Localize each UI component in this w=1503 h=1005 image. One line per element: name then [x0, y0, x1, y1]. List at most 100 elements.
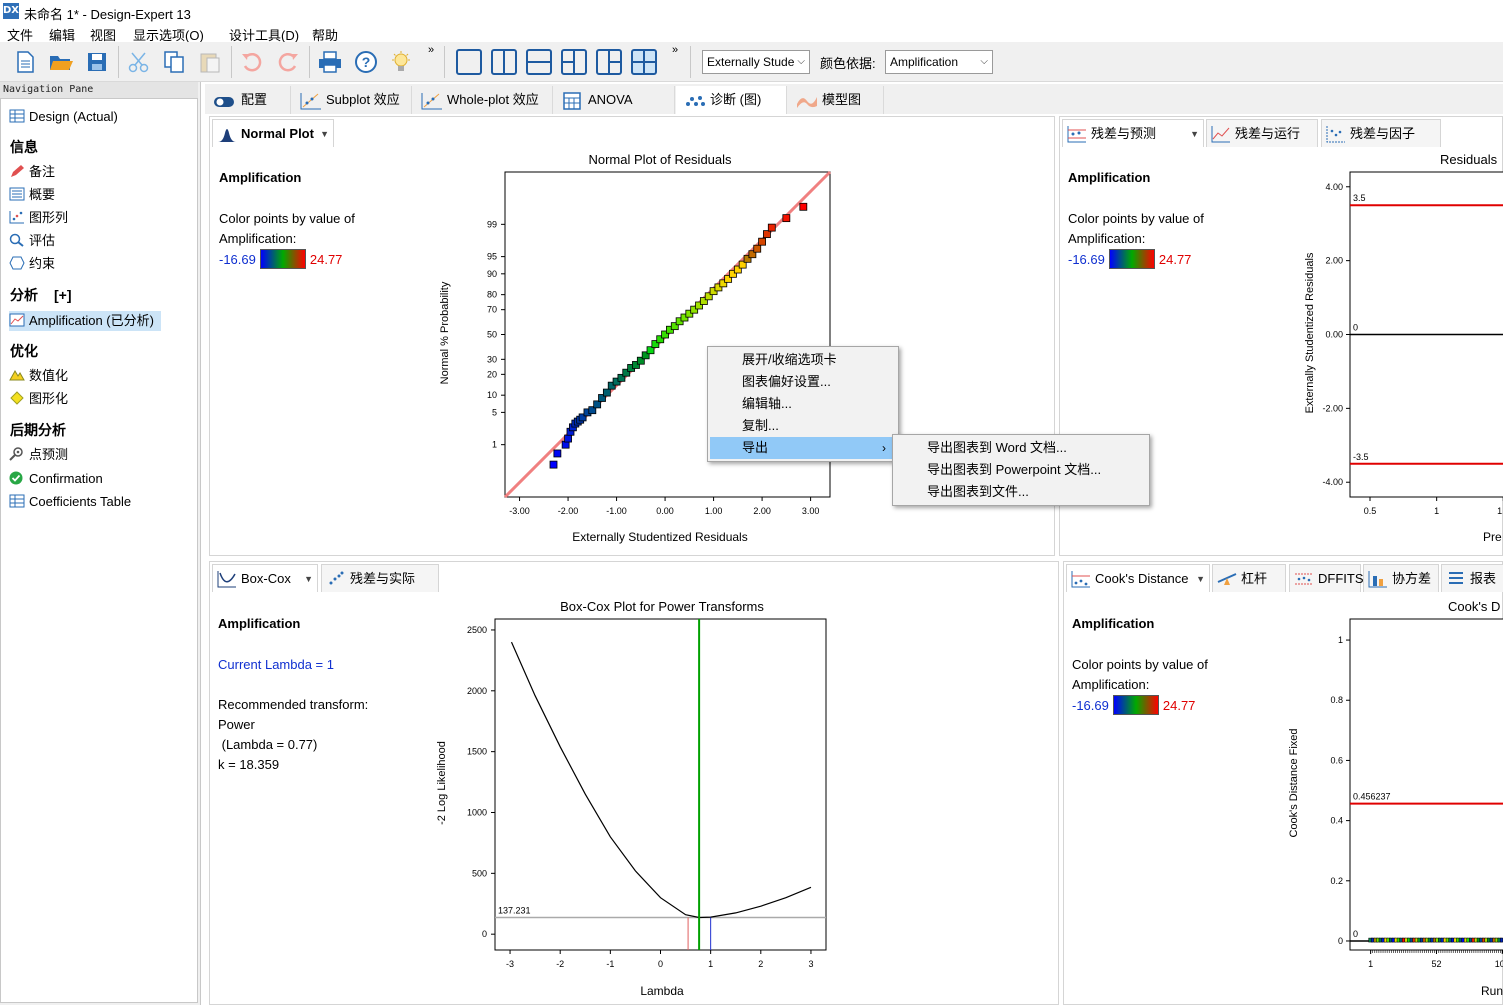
menu-edit-axis[interactable]: 编辑轴... [742, 396, 792, 411]
tab-residuals-vs-actual[interactable]: 残差与实际 [321, 564, 439, 592]
layout-split-horizontal-button[interactable] [526, 49, 552, 75]
tab-model-graphs[interactable]: 模型图 [788, 86, 884, 114]
nav-summary[interactable]: 概要 [9, 185, 55, 205]
menu-export-word[interactable]: 导出图表到 Word 文档... [927, 440, 1067, 455]
menu-display-options[interactable]: 显示选项(O) [133, 28, 204, 43]
toolbar-overflow-icon[interactable]: » [428, 44, 435, 56]
chart-title: Cook's D [1448, 599, 1501, 614]
data-point [748, 250, 757, 259]
redo-button[interactable] [274, 48, 302, 76]
data-point [738, 260, 747, 269]
menu-expand-collapse-tabs[interactable]: 展开/收缩选项卡 [742, 352, 837, 367]
residual-type-dropdown[interactable]: Externally Stude ⌵ [702, 50, 810, 74]
tab-leverage[interactable]: 杠杆 [1212, 564, 1286, 592]
undo-button[interactable] [238, 48, 266, 76]
nav-confirmation[interactable]: Confirmation [9, 469, 103, 489]
y-tick-label: 1500 [467, 747, 487, 757]
residuals-chart[interactable]: -4.00 -2.00 0.00 2.00 4.00 0.5 1 1.5 0 3.5 -3.5 [1310, 167, 1503, 527]
copy-button[interactable] [160, 48, 188, 76]
layout-single-button[interactable] [456, 49, 482, 75]
nav-constraints[interactable]: 约束 [9, 254, 55, 274]
tab-diagnostics-graphs[interactable]: 诊断 (图) [676, 86, 787, 114]
menu-graph-preferences[interactable]: 图表偏好设置... [742, 374, 831, 389]
tab-whole-plot-effects[interactable]: Whole-plot 效应 [413, 86, 553, 114]
data-point [656, 335, 665, 344]
data-point [636, 356, 645, 365]
toggle-icon [213, 92, 235, 108]
y-tick-label: 1000 [467, 807, 487, 817]
nav-point-prediction[interactable]: 点预测 [9, 445, 68, 465]
tab-covariance[interactable]: 协方差 [1363, 564, 1439, 592]
chevron-down-icon[interactable]: ▼ [320, 129, 329, 139]
x-tick-label: 0.00 [656, 506, 674, 516]
box-cox-chart[interactable]: 0 500 1000 1500 2000 2500 -3 -2 -1 0 1 2 3 137.231 [455, 612, 845, 982]
cooks-distance-chart[interactable]: 0 0.2 0.4 0.6 0.8 1 1 52 103 0 0.456237 [1314, 612, 1503, 982]
analysis-expand-button[interactable]: [+] [54, 287, 72, 303]
y-tick-label: 1 [492, 440, 497, 450]
paste-icon [200, 53, 220, 73]
menu-export-file[interactable]: 导出图表到文件... [927, 484, 1029, 499]
save-button[interactable] [83, 48, 111, 76]
menu-export-powerpoint[interactable]: 导出图表到 Powerpoint 文档... [927, 462, 1102, 477]
menu-design-tools[interactable]: 设计工具(D) [229, 28, 300, 43]
nav-notes[interactable]: 备注 [9, 162, 55, 182]
paste-button[interactable] [196, 48, 224, 76]
y-tick-label: 99 [487, 219, 497, 229]
menu-export[interactable]: 导出 › [710, 437, 896, 459]
tab-dffits[interactable]: DFFITS [1289, 564, 1364, 592]
tips-button[interactable] [387, 48, 415, 76]
chevron-down-icon[interactable]: ▼ [1190, 129, 1199, 139]
y-axis-label: -2 Log Likelihood [436, 741, 448, 825]
chevron-down-icon[interactable]: ▼ [304, 574, 313, 584]
data-point [651, 340, 660, 348]
y-tick-label: 2000 [467, 686, 487, 696]
layout-split-vertical-button[interactable] [491, 49, 517, 75]
tab-subplot-effects[interactable]: Subplot 效应 [292, 86, 412, 114]
x-tick-label: -2.00 [558, 506, 579, 516]
menu-help[interactable]: 帮助 [312, 28, 339, 43]
print-button[interactable] [316, 48, 344, 76]
data-point [593, 400, 602, 409]
nav-section-analysis: 分析 [+] [10, 287, 72, 303]
nav-graphical[interactable]: 图形化 [9, 389, 68, 409]
nav-graph-columns[interactable]: 图形列 [9, 208, 68, 228]
color-by-dropdown[interactable]: Amplification ⌵ [885, 50, 993, 74]
tab-cooks-distance[interactable]: Cook's Distance ▼ [1066, 564, 1210, 592]
cut-button[interactable] [125, 48, 153, 76]
nav-design-actual[interactable]: Design (Actual) [9, 107, 118, 127]
tab-box-cox[interactable]: Box-Cox ▼ [212, 564, 318, 592]
dot-plot-icon [684, 92, 706, 108]
y-tick-label: 0.2 [1330, 876, 1343, 886]
tab-report[interactable]: 报表 [1441, 564, 1503, 592]
x-tick-label: 3.00 [802, 506, 820, 516]
tab-configuration[interactable]: 配置 [205, 86, 291, 114]
tab-residuals-vs-predicted[interactable]: 残差与预测 ▼ [1062, 119, 1204, 147]
menu-copy[interactable]: 复制... [742, 418, 779, 433]
list-icon [9, 187, 25, 201]
tab-residuals-vs-run[interactable]: 残差与运行 [1206, 119, 1318, 147]
magnifier-icon [9, 233, 25, 247]
layout-three-right-button[interactable] [596, 49, 622, 75]
new-file-button[interactable] [11, 48, 39, 76]
data-point [646, 346, 655, 355]
covariance-icon [1368, 570, 1388, 588]
toolbar-overflow-icon[interactable]: » [672, 44, 679, 56]
nav-coefficients-table[interactable]: Coefficients Table [9, 492, 131, 512]
menu-view[interactable]: 视图 [90, 28, 117, 43]
tab-anova-reml[interactable]: ANOVA (REML) [554, 86, 675, 135]
tab-normal-plot[interactable]: Normal Plot ▼ [212, 119, 334, 147]
layout-quad-button[interactable] [631, 49, 657, 75]
nav-evaluation[interactable]: 评估 [9, 231, 55, 251]
tab-residuals-vs-factor[interactable]: 残差与因子 [1321, 119, 1441, 147]
chevron-down-icon[interactable]: ▼ [1196, 574, 1205, 584]
data-point [714, 283, 723, 292]
help-button[interactable]: ? [352, 48, 380, 76]
response-name: Amplification [1068, 170, 1151, 185]
nav-numerical[interactable]: 数值化 [9, 366, 68, 386]
layout-three-left-button[interactable] [561, 49, 587, 75]
y-tick-label: 1 [1338, 635, 1343, 645]
open-file-button[interactable] [47, 48, 75, 76]
nav-amplification-analyzed[interactable]: Amplification (已分析) [9, 311, 161, 331]
menu-edit[interactable]: 编辑 [49, 28, 76, 43]
menu-file[interactable]: 文件 [7, 28, 34, 43]
